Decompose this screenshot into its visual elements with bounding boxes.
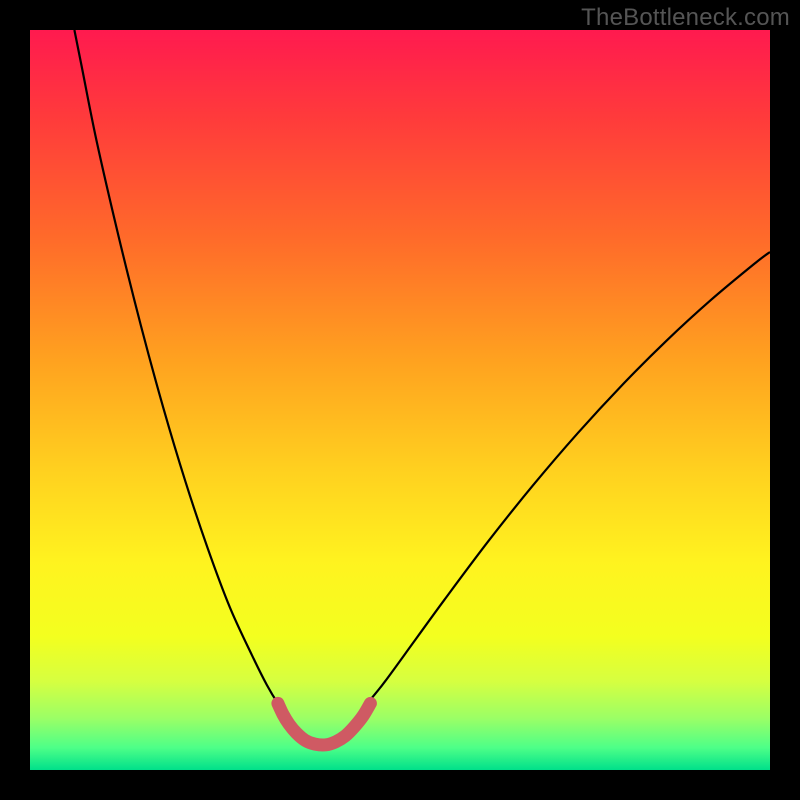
chart-container: TheBottleneck.com <box>0 0 800 800</box>
bottleneck-chart <box>0 0 800 800</box>
plot-background <box>30 30 770 770</box>
watermark-text: TheBottleneck.com <box>581 4 790 32</box>
